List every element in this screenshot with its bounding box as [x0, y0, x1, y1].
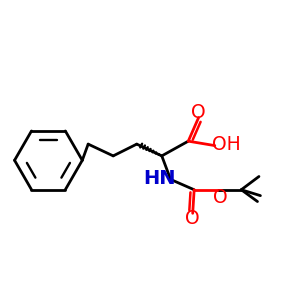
Text: OH: OH	[212, 135, 240, 154]
Text: HN: HN	[143, 169, 176, 188]
Text: O: O	[191, 103, 206, 122]
Text: O: O	[185, 209, 200, 228]
Text: O: O	[213, 188, 227, 207]
